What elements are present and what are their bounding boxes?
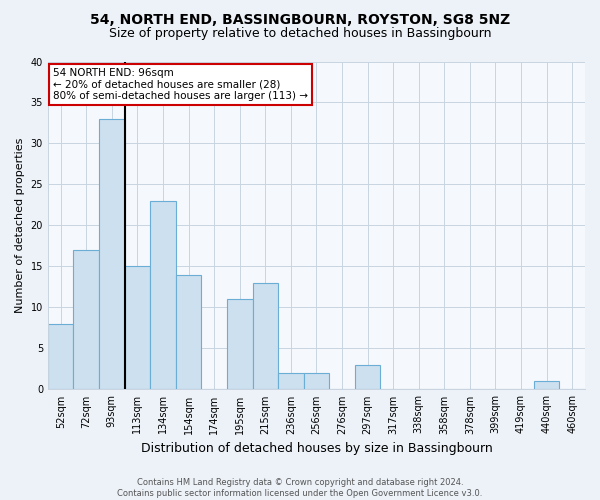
Text: 54, NORTH END, BASSINGBOURN, ROYSTON, SG8 5NZ: 54, NORTH END, BASSINGBOURN, ROYSTON, SG…	[90, 12, 510, 26]
Bar	[73, 250, 99, 390]
X-axis label: Distribution of detached houses by size in Bassingbourn: Distribution of detached houses by size …	[140, 442, 493, 455]
Text: Size of property relative to detached houses in Bassingbourn: Size of property relative to detached ho…	[109, 28, 491, 40]
Bar	[176, 274, 202, 390]
Text: 54 NORTH END: 96sqm
← 20% of detached houses are smaller (28)
80% of semi-detach: 54 NORTH END: 96sqm ← 20% of detached ho…	[53, 68, 308, 102]
Bar	[304, 373, 329, 390]
Bar	[534, 381, 559, 390]
Bar	[278, 373, 304, 390]
Bar	[48, 324, 73, 390]
Bar	[253, 283, 278, 390]
Bar	[227, 299, 253, 390]
Y-axis label: Number of detached properties: Number of detached properties	[15, 138, 25, 313]
Bar	[125, 266, 150, 390]
Text: Contains HM Land Registry data © Crown copyright and database right 2024.
Contai: Contains HM Land Registry data © Crown c…	[118, 478, 482, 498]
Bar	[355, 365, 380, 390]
Bar	[150, 201, 176, 390]
Bar	[99, 119, 125, 390]
